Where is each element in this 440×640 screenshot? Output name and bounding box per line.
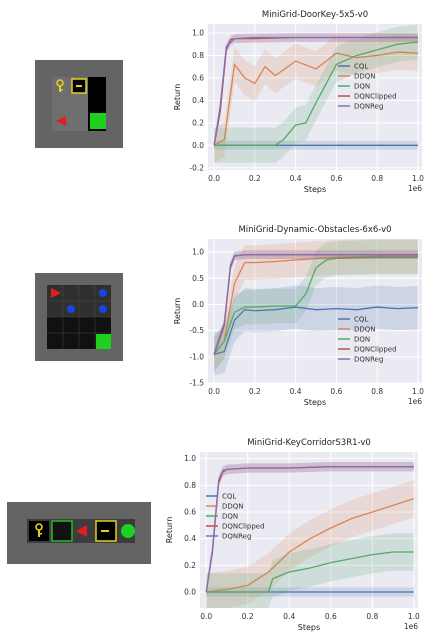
target-ball-icon [121, 524, 135, 538]
chart-title: MiniGrid-DoorKey-5x5-v0 [262, 10, 368, 20]
legend-label-dqnreg: DQNReg [222, 533, 251, 541]
chart-title: MiniGrid-KeyCorridorS3R1-v0 [247, 438, 371, 448]
series-line-cql [213, 306, 418, 355]
y-tick-label: -0.5 [189, 326, 204, 335]
x-tick-label: 0.0 [200, 612, 212, 621]
y-tick-label: 0.8 [192, 51, 204, 60]
y-axis-label: Return [165, 517, 174, 544]
legend-label-ddqn: DDQN [354, 326, 376, 334]
key-icon [56, 79, 64, 92]
plot-area [200, 452, 418, 608]
y-tick-label: -1.5 [189, 379, 204, 388]
x-tick-label: 1.0 [408, 612, 420, 621]
x-tick-label: 1.0 [412, 387, 424, 396]
x-tick-label: 0.6 [330, 174, 342, 183]
x-tick-label: 0.4 [283, 612, 295, 621]
y-tick-label: 0.5 [192, 274, 204, 283]
key-icon [29, 521, 49, 541]
series-line-dqn [206, 551, 414, 593]
agent-icon [56, 116, 66, 126]
open-door-icon [51, 520, 73, 542]
y-tick-label: 0.6 [184, 508, 196, 517]
legend-label-dqnreg: DQNReg [354, 356, 383, 364]
x-tick-label: 0.0 [208, 387, 220, 396]
obstacle-ball-icon [99, 305, 107, 313]
series-line-ddqn [213, 51, 418, 146]
obstacle-ball-icon [99, 289, 107, 297]
legend-label-dqnclipped: DQNClipped [354, 93, 397, 101]
series-band-dqn [206, 533, 414, 608]
series-line-ddqn [206, 498, 415, 593]
legend-label-dqnclipped: DQNClipped [222, 523, 265, 531]
x-tick-label: 0.8 [371, 174, 383, 183]
x-tick-label: 0.8 [371, 387, 383, 396]
series-band-ddqn [206, 479, 414, 608]
chart-title: MiniGrid-Dynamic-Obstacles-6x6-v0 [238, 225, 391, 235]
x-tick-label: 0.2 [249, 387, 261, 396]
dynamic-obstacles-chart: 0.0 0.2 0.4 0.6 0.8 1.0 -1.5 -1.0 -0.5 0.0 0.5 1.0 M… [173, 225, 424, 407]
legend-label-dqnreg: DQNReg [354, 103, 383, 111]
y-tick-label: 0.4 [192, 96, 204, 105]
legend-label-cql: CQL [354, 316, 368, 324]
x-axis-label: Steps [304, 398, 326, 407]
y-tick-label: 0.4 [184, 534, 196, 543]
x-tick-label: 0.2 [242, 612, 254, 621]
y-tick-label: 0.2 [192, 118, 204, 127]
legend-label-dqn: DQN [354, 83, 370, 91]
series-band-ddqn [214, 239, 418, 372]
series-line-dqnreg [213, 254, 418, 355]
y-tick-label: 0.6 [192, 73, 204, 82]
legend-label-dqn: DQN [222, 513, 238, 521]
y-tick-label: -1.0 [189, 352, 204, 361]
y-tick-label: 0.0 [192, 300, 204, 309]
y-tick-label: -0.2 [189, 163, 204, 172]
x-tick-label: 0.6 [330, 387, 342, 396]
series-band-dqn [214, 240, 418, 372]
x-tick-label: 0.2 [249, 174, 261, 183]
x-tick-label: 1.0 [412, 174, 424, 183]
obstacle-ball-icon [67, 305, 75, 313]
legend-label-cql: CQL [354, 63, 368, 71]
x-axis-multiplier: 1e6 [408, 397, 422, 406]
series-line-dqn [214, 41, 418, 146]
y-axis-label: Return [173, 84, 182, 111]
keycorridor-env-image [7, 502, 151, 564]
y-tick-label: 0.0 [184, 588, 196, 597]
x-axis-label: Steps [304, 185, 326, 194]
series-line-dqn [213, 256, 418, 355]
x-tick-label: 0.4 [290, 387, 302, 396]
y-tick-label: 0.2 [184, 561, 196, 570]
legend-label-dqn: DQN [354, 336, 370, 344]
dynamic-obstacles-env-image [35, 273, 123, 361]
doorkey-chart: 0.0 0.2 0.4 0.6 0.8 1.0 -0.2 0.0 0.2 0.4 0.6 0.8 1.0… [173, 10, 424, 194]
series-line-ddqn [213, 255, 418, 355]
y-tick-label: 0.0 [192, 141, 204, 150]
series-line-dqnreg [213, 36, 418, 146]
agent-icon [76, 525, 87, 537]
y-tick-label: 1.0 [192, 248, 204, 257]
x-tick-label: 0.8 [366, 612, 378, 621]
doorkey-env-image [35, 60, 123, 148]
x-tick-label: 0.6 [325, 612, 337, 621]
y-tick-label: 1.0 [192, 28, 204, 37]
legend-label-dqnclipped: DQNClipped [354, 346, 397, 354]
series-band-dqn [214, 24, 418, 163]
agent-icon [51, 288, 61, 298]
series-line-dqnreg [205, 466, 414, 593]
goal-icon [90, 113, 106, 129]
goal-icon [96, 334, 111, 349]
legend-label-ddqn: DDQN [222, 503, 244, 511]
legend-label-ddqn: DDQN [354, 73, 376, 81]
x-axis-multiplier: 1e6 [408, 184, 422, 193]
x-axis-label: Steps [298, 623, 320, 632]
x-tick-label: 0.0 [208, 174, 220, 183]
y-tick-label: 1.0 [184, 454, 196, 463]
legend-label-cql: CQL [222, 493, 236, 501]
keycorridor-chart: 0.0 0.2 0.4 0.6 0.8 1.0 0.0 0.2 0.4 0.6 0.8 1.0 Mini… [165, 438, 420, 632]
y-axis-label: Return [173, 298, 182, 325]
y-tick-label: 0.8 [184, 481, 196, 490]
x-axis-multiplier: 1e6 [404, 622, 418, 631]
x-tick-label: 0.4 [290, 174, 302, 183]
